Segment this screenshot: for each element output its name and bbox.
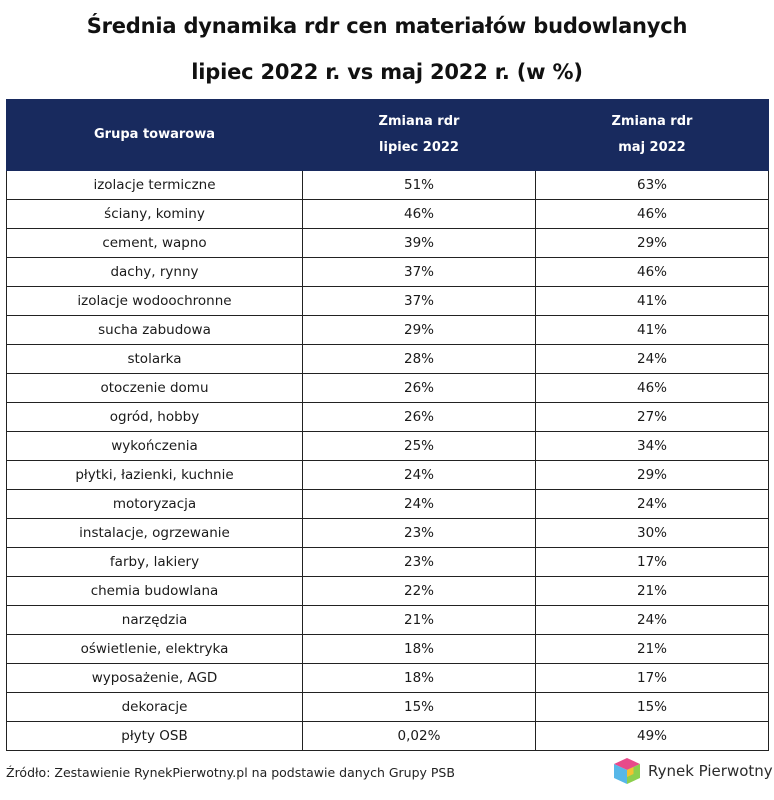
cell-group: dachy, rynny bbox=[6, 257, 303, 287]
cell-may: 41% bbox=[535, 315, 769, 345]
cell-july: 24% bbox=[302, 489, 536, 519]
table-row: otoczenie domu 26% 46% bbox=[6, 373, 769, 403]
table-row: wykończenia 25% 34% bbox=[6, 431, 769, 461]
cell-july: 26% bbox=[302, 402, 536, 432]
table-row: sucha zabudowa 29% 41% bbox=[6, 315, 769, 345]
cell-group: sucha zabudowa bbox=[6, 315, 303, 345]
cell-group: cement, wapno bbox=[6, 228, 303, 258]
cell-may: 21% bbox=[535, 576, 769, 606]
cell-july: 46% bbox=[302, 199, 536, 229]
cell-may: 29% bbox=[535, 460, 769, 490]
cell-may: 15% bbox=[535, 692, 769, 722]
cell-july: 39% bbox=[302, 228, 536, 258]
cell-may: 24% bbox=[535, 489, 769, 519]
cell-july: 0,02% bbox=[302, 721, 536, 751]
cell-july: 18% bbox=[302, 663, 536, 693]
cell-may: 24% bbox=[535, 344, 769, 374]
table-row: chemia budowlana 22% 21% bbox=[6, 576, 769, 606]
header-july-line2: lipiec 2022 bbox=[379, 140, 459, 155]
cell-group: wykończenia bbox=[6, 431, 303, 461]
table-row: motoryzacja 24% 24% bbox=[6, 489, 769, 519]
cell-july: 18% bbox=[302, 634, 536, 664]
header-july-line1: Zmiana rdr bbox=[378, 114, 460, 129]
cell-group: wyposażenie, AGD bbox=[6, 663, 303, 693]
header-may: Zmiana rdr maj 2022 bbox=[535, 99, 769, 171]
cell-july: 22% bbox=[302, 576, 536, 606]
table-body: izolacje termiczne 51% 63% ściany, kominy 46… bbox=[6, 170, 769, 751]
cell-july: 15% bbox=[302, 692, 536, 722]
table-row: izolacje wodoochronne 37% 41% bbox=[6, 286, 769, 316]
cell-july: 37% bbox=[302, 257, 536, 287]
chart-title: Średnia dynamika rdr cen materiałów budo… bbox=[86, 14, 688, 38]
cell-july: 28% bbox=[302, 344, 536, 374]
cell-may: 24% bbox=[535, 605, 769, 635]
header-may-line2: maj 2022 bbox=[618, 140, 686, 155]
table-row: dekoracje 15% 15% bbox=[6, 692, 769, 722]
table-row: płytki, łazienki, kuchnie 24% 29% bbox=[6, 460, 769, 490]
cell-july: 23% bbox=[302, 547, 536, 577]
table-row: narzędzia 21% 24% bbox=[6, 605, 769, 635]
cell-may: 46% bbox=[535, 199, 769, 229]
table-row: farby, lakiery 23% 17% bbox=[6, 547, 769, 577]
table-row: stolarka 28% 24% bbox=[6, 344, 769, 374]
source-note: Źródło: Zestawienie RynekPierwotny.pl na… bbox=[6, 765, 455, 780]
cell-may: 34% bbox=[535, 431, 769, 461]
cell-may: 17% bbox=[535, 663, 769, 693]
header-group-label: Grupa towarowa bbox=[94, 127, 215, 142]
brand-name: Rynek Pierwotny bbox=[648, 762, 773, 780]
cell-group: narzędzia bbox=[6, 605, 303, 635]
cube-logo-icon bbox=[614, 758, 640, 784]
cell-july: 23% bbox=[302, 518, 536, 548]
table-row: płyty OSB 0,02% 49% bbox=[6, 721, 769, 751]
cell-may: 41% bbox=[535, 286, 769, 316]
cell-july: 37% bbox=[302, 286, 536, 316]
cell-july: 24% bbox=[302, 460, 536, 490]
data-table: Grupa towarowa Zmiana rdr lipiec 2022 Zm… bbox=[6, 99, 769, 751]
header-july: Zmiana rdr lipiec 2022 bbox=[302, 99, 536, 171]
cell-group: płytki, łazienki, kuchnie bbox=[6, 460, 303, 490]
cell-may: 30% bbox=[535, 518, 769, 548]
cell-group: farby, lakiery bbox=[6, 547, 303, 577]
cell-group: motoryzacja bbox=[6, 489, 303, 519]
header-group: Grupa towarowa bbox=[6, 99, 303, 171]
cell-july: 51% bbox=[302, 170, 536, 200]
table-row: wyposażenie, AGD 18% 17% bbox=[6, 663, 769, 693]
table-row: oświetlenie, elektryka 18% 21% bbox=[6, 634, 769, 664]
cell-may: 63% bbox=[535, 170, 769, 200]
cell-group: otoczenie domu bbox=[6, 373, 303, 403]
cell-group: stolarka bbox=[6, 344, 303, 374]
table-row: cement, wapno 39% 29% bbox=[6, 228, 769, 258]
table-row: instalacje, ogrzewanie 23% 30% bbox=[6, 518, 769, 548]
chart-subtitle: lipiec 2022 r. vs maj 2022 r. (w %) bbox=[191, 60, 583, 84]
brand-logo: Rynek Pierwotny bbox=[612, 756, 773, 786]
cell-group: oświetlenie, elektryka bbox=[6, 634, 303, 664]
cell-may: 49% bbox=[535, 721, 769, 751]
cell-july: 21% bbox=[302, 605, 536, 635]
cell-group: instalacje, ogrzewanie bbox=[6, 518, 303, 548]
table-row: dachy, rynny 37% 46% bbox=[6, 257, 769, 287]
cell-may: 17% bbox=[535, 547, 769, 577]
table-row: izolacje termiczne 51% 63% bbox=[6, 170, 769, 200]
cell-group: izolacje termiczne bbox=[6, 170, 303, 200]
cell-july: 25% bbox=[302, 431, 536, 461]
table-row: ściany, kominy 46% 46% bbox=[6, 199, 769, 229]
cell-may: 21% bbox=[535, 634, 769, 664]
cell-may: 27% bbox=[535, 402, 769, 432]
cell-may: 46% bbox=[535, 373, 769, 403]
cell-group: ogród, hobby bbox=[6, 402, 303, 432]
cell-group: izolacje wodoochronne bbox=[6, 286, 303, 316]
cell-group: ściany, kominy bbox=[6, 199, 303, 229]
cell-group: płyty OSB bbox=[6, 721, 303, 751]
cell-july: 29% bbox=[302, 315, 536, 345]
cell-may: 46% bbox=[535, 257, 769, 287]
cell-july: 26% bbox=[302, 373, 536, 403]
table-row: ogród, hobby 26% 27% bbox=[6, 402, 769, 432]
header-may-line1: Zmiana rdr bbox=[611, 114, 693, 129]
cell-group: dekoracje bbox=[6, 692, 303, 722]
cell-may: 29% bbox=[535, 228, 769, 258]
cell-group: chemia budowlana bbox=[6, 576, 303, 606]
table-header-row: Grupa towarowa Zmiana rdr lipiec 2022 Zm… bbox=[6, 99, 769, 171]
